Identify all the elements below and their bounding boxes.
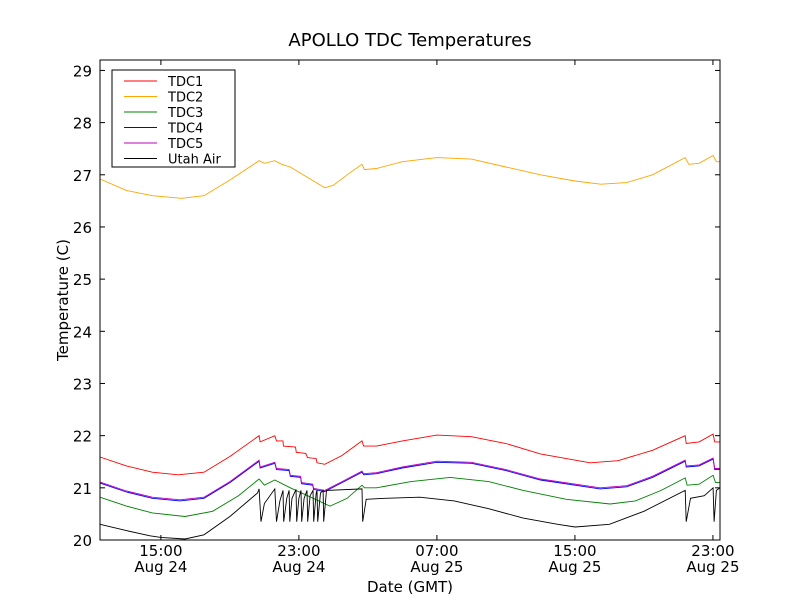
y-tick-label: 25 <box>73 271 92 289</box>
x-tick-date-label: Aug 25 <box>548 558 601 576</box>
y-tick-label: 28 <box>73 115 92 133</box>
x-tick-time-label: 07:00 <box>415 542 458 560</box>
x-tick-date-label: Aug 24 <box>134 558 187 576</box>
y-tick-label: 29 <box>73 62 92 80</box>
legend-label: TDC1 <box>167 75 203 90</box>
series-line-tdc4 <box>99 458 720 502</box>
y-tick-label: 22 <box>73 428 92 446</box>
x-axis-label: Date (GMT) <box>367 578 453 596</box>
legend-label: Utah Air <box>168 153 221 168</box>
y-tick-label: 27 <box>73 167 92 185</box>
x-tick-time-label: 23:00 <box>691 542 734 560</box>
legend-label: TDC2 <box>167 91 203 106</box>
series-line-tdc1 <box>99 433 720 476</box>
y-tick-label: 20 <box>73 532 92 550</box>
series-line-tdc5 <box>99 457 720 501</box>
x-tick-time-label: 15:00 <box>553 542 596 560</box>
series-line-utah-air <box>99 486 721 540</box>
x-tick-time-label: 23:00 <box>277 542 320 560</box>
x-tick-date-label: Aug 25 <box>686 558 739 576</box>
y-tick-label: 26 <box>73 219 92 237</box>
series-layer <box>99 154 721 540</box>
x-tick-time-label: 15:00 <box>139 542 182 560</box>
legend-label: TDC3 <box>167 106 203 121</box>
chart-title: APOLLO TDC Temperatures <box>288 30 531 51</box>
plot-frame <box>99 59 721 541</box>
y-axis: 20 21 22 23 24 25 26 27 28 29 <box>73 62 720 550</box>
x-tick-date-label: Aug 25 <box>410 558 463 576</box>
legend-label: TDC4 <box>167 122 203 137</box>
y-tick-label: 23 <box>73 375 92 393</box>
legend-label: TDC5 <box>167 137 203 152</box>
series-line-tdc2 <box>99 154 720 199</box>
series-line-tdc3 <box>99 474 720 517</box>
x-tick-date-label: Aug 24 <box>272 558 325 576</box>
y-tick-label: 24 <box>73 323 92 341</box>
legend-box <box>111 69 236 168</box>
y-tick-label: 21 <box>73 480 92 498</box>
y-axis-label: Temperature (C) <box>54 239 72 362</box>
